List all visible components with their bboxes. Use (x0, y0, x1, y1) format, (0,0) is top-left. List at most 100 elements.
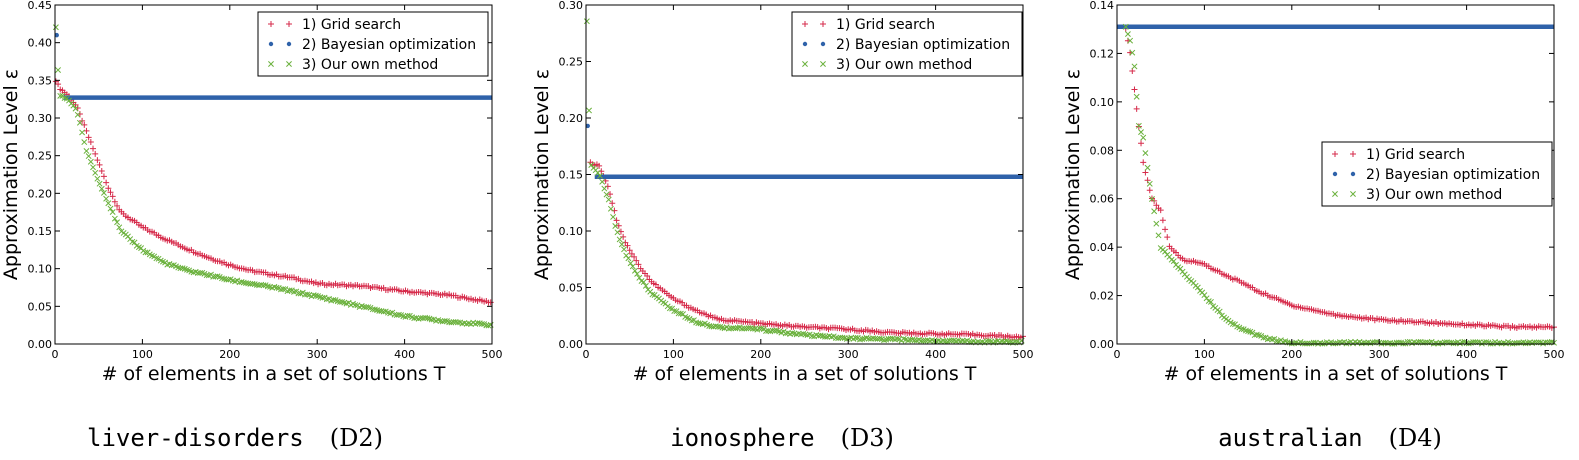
data-point (1450, 340, 1457, 347)
data-point (626, 247, 633, 254)
y-tick-label: 0.25 (559, 56, 584, 69)
legend-marker (1350, 191, 1356, 197)
data-point (55, 81, 62, 88)
data-point (474, 320, 481, 327)
data-point (391, 311, 398, 318)
data-point (420, 315, 426, 322)
data-point (822, 333, 828, 340)
data-point (395, 311, 402, 318)
data-point (352, 302, 359, 308)
x-tick-label: 400 (925, 348, 946, 361)
legend-marker (1332, 191, 1338, 197)
data-point (640, 279, 647, 286)
data-point (1127, 37, 1134, 44)
caption-label-3: (D4) (1388, 424, 1442, 452)
data-point (90, 145, 97, 152)
legend-marker (1350, 171, 1356, 177)
data-point (749, 325, 756, 332)
data-point (194, 270, 201, 276)
x-tick-label: 500 (482, 348, 503, 361)
data-point (100, 189, 107, 196)
data-point (1162, 248, 1169, 255)
legend-marker (268, 61, 274, 67)
data-point (857, 336, 863, 343)
data-point (666, 305, 673, 312)
chart-1: 0 100 200 300 400 500 0.00 0.05 0.10 0.15 0.20 0.25… (0, 0, 503, 385)
x-tick-label: 300 (1369, 348, 1390, 361)
data-point (1170, 258, 1177, 265)
data-point (617, 228, 624, 235)
data-point (625, 255, 632, 262)
legend-marker (286, 41, 292, 47)
data-point (1138, 129, 1144, 136)
data-point (620, 233, 627, 240)
data-point (1142, 150, 1149, 157)
data-point (83, 148, 90, 154)
data-point (627, 260, 634, 267)
data-point (1146, 187, 1153, 194)
y-tick-label: 0.20 (28, 187, 53, 200)
legend: 1) Grid search 2) Bayesian optimization 3)… (257, 11, 489, 77)
data-point (79, 129, 86, 136)
x-tick-label: 100 (663, 348, 684, 361)
data-point (732, 325, 739, 332)
data-point (96, 180, 103, 187)
data-point (76, 119, 83, 126)
legend-marker (1332, 171, 1338, 177)
x-tick-label: 400 (1456, 348, 1477, 361)
data-point (142, 249, 149, 256)
series-1 (52, 78, 494, 306)
data-point (1151, 208, 1158, 215)
data-point (323, 296, 330, 303)
legend-label: 2) Bayesian optimization (1366, 167, 1540, 183)
data-point (710, 323, 717, 330)
x-tick-label: 200 (219, 348, 240, 361)
series-1 (587, 159, 1026, 341)
series-1 (1122, 25, 1557, 332)
legend-marker (286, 61, 292, 67)
data-point (85, 134, 92, 141)
data-point (789, 330, 796, 336)
x-tick-label: 0 (52, 348, 59, 361)
legend-marker (268, 21, 274, 27)
data-point (605, 196, 612, 203)
data-point (601, 185, 608, 192)
data-point (76, 110, 83, 117)
data-point (635, 261, 642, 268)
data-point (1400, 340, 1407, 347)
data-point (72, 105, 79, 112)
data-point (116, 224, 123, 231)
data-point (618, 241, 625, 248)
data-point (105, 185, 112, 192)
data-point (478, 321, 485, 327)
x-tick-label: 400 (394, 348, 415, 361)
legend-label: 1) Grid search (302, 17, 401, 33)
data-point (802, 331, 809, 338)
data-point (1131, 63, 1138, 70)
y-tick-label: 0.40 (28, 37, 53, 50)
x-tick-label: 0 (583, 348, 590, 361)
data-point (1332, 340, 1339, 347)
data-point (273, 284, 280, 291)
data-point (642, 282, 649, 289)
data-point (295, 290, 302, 297)
legend-box (791, 11, 1023, 77)
data-point (249, 280, 256, 287)
data-point (631, 267, 638, 274)
data-point (715, 323, 721, 330)
data-point (634, 270, 641, 277)
data-point (330, 296, 337, 303)
y-axis-label: Approximation Level ε (531, 69, 553, 280)
data-point (85, 153, 92, 160)
legend-label: 2) Bayesian optimization (302, 37, 476, 53)
data-point (66, 97, 72, 104)
data-point (264, 283, 271, 290)
data-point (1194, 284, 1201, 291)
legend-marker (1332, 151, 1338, 157)
data-point (808, 333, 815, 340)
caption-dataset-3: australian (1218, 424, 1363, 452)
y-tick-label: 0.20 (559, 112, 584, 125)
chart-3: 0 100 200 300 400 500 0.00 0.02 0.04 0.06 0.08 0.10… (1062, 0, 1565, 385)
data-point (310, 292, 317, 299)
y-tick-label: 0.25 (28, 150, 53, 163)
